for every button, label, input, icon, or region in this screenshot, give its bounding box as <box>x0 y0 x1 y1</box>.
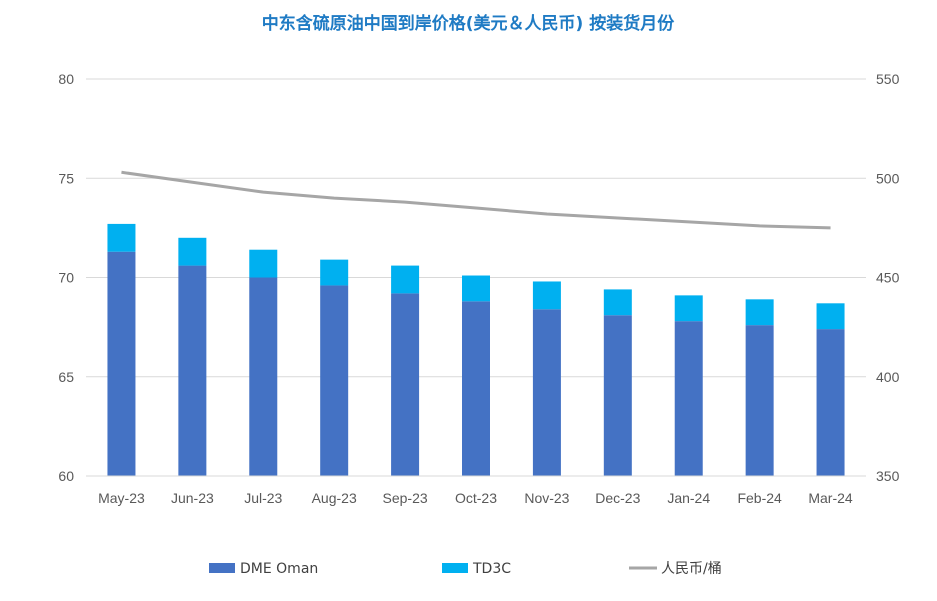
legend-swatch <box>209 563 235 573</box>
x-tick-label: May-23 <box>98 490 145 506</box>
x-tick-label: Aug-23 <box>312 490 357 506</box>
legend-label: TD3C <box>472 561 511 577</box>
bar-dme-oman <box>107 251 136 476</box>
bar-td3c <box>603 289 632 316</box>
right-axis-ticks: 350 400 450 500 550 <box>876 71 900 484</box>
bar-dme-oman <box>816 329 845 476</box>
bar-dme-oman <box>320 285 349 476</box>
left-axis-ticks: 60 65 70 75 80 <box>58 71 74 484</box>
x-tick-label: Mar-24 <box>808 490 853 506</box>
right-tick-label: 550 <box>876 71 900 87</box>
bar-td3c <box>745 299 774 326</box>
x-tick-label: Sep-23 <box>383 490 428 506</box>
x-tick-label: Jul-23 <box>244 490 282 506</box>
bar-dme-oman <box>178 265 207 476</box>
legend: DME Oman TD3C 人民币/桶 <box>209 561 722 577</box>
bar-dme-oman <box>745 325 774 476</box>
bar-dme-oman <box>462 301 490 476</box>
bar-dme-oman <box>532 309 561 476</box>
chart-title: 中东含硫原油中国到岸价格(美元＆人民币) 按装货月份 <box>262 13 675 34</box>
right-tick-label: 450 <box>876 270 900 286</box>
bar-td3c <box>674 295 703 322</box>
left-tick-label: 80 <box>58 71 74 87</box>
x-tick-label: Feb-24 <box>737 490 782 506</box>
x-tick-label: Oct-23 <box>455 490 497 506</box>
legend-label: DME Oman <box>240 561 318 577</box>
bar-dme-oman <box>249 277 278 476</box>
right-tick-label: 500 <box>876 170 900 186</box>
bar-td3c <box>249 249 278 278</box>
legend-label: 人民币/桶 <box>661 561 722 577</box>
x-tick-label: Dec-23 <box>595 490 640 506</box>
left-tick-label: 60 <box>58 468 74 484</box>
bar-td3c <box>816 303 845 330</box>
right-tick-label: 400 <box>876 369 900 385</box>
bar-td3c <box>532 281 561 310</box>
bar-td3c <box>462 275 490 302</box>
line-rmb-per-barrel <box>121 170 831 230</box>
bar-dme-oman <box>674 321 703 476</box>
bar-td3c <box>320 259 349 286</box>
x-tick-label: Nov-23 <box>524 490 569 506</box>
bar-dme-oman <box>603 315 632 476</box>
left-tick-label: 75 <box>58 170 74 186</box>
legend-swatch <box>442 563 468 573</box>
bar-td3c <box>391 265 420 294</box>
line-series <box>121 170 831 230</box>
x-axis-ticks: May-23 Jun-23 Jul-23 Aug-23 Sep-23 Oct-23 Nov-… <box>86 475 866 506</box>
left-tick-label: 65 <box>58 369 74 385</box>
left-tick-label: 70 <box>58 270 74 286</box>
bar-td3c <box>178 237 207 266</box>
right-tick-label: 350 <box>876 468 900 484</box>
bar-td3c <box>107 223 136 252</box>
bars <box>107 223 845 476</box>
x-tick-label: Jan-24 <box>667 490 710 506</box>
bar-dme-oman <box>391 293 420 476</box>
x-tick-label: Jun-23 <box>171 490 214 506</box>
